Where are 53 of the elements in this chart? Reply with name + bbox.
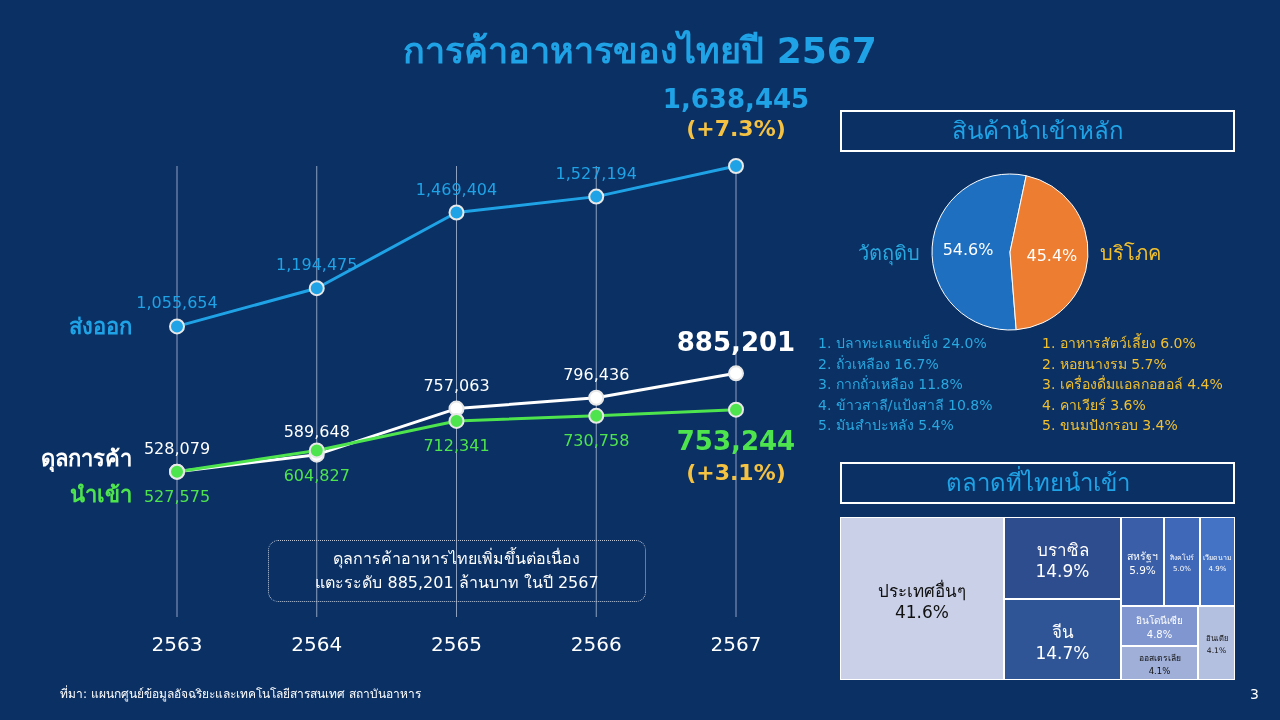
- data-label: 796,436: [563, 364, 630, 384]
- data-label: 1,638,445: [662, 84, 810, 114]
- annotation: (+3.1%): [686, 459, 786, 485]
- x-tick-label: 2565: [431, 632, 482, 657]
- data-label: 528,079: [143, 438, 211, 458]
- category-label: สหรัฐฯ: [1127, 549, 1158, 563]
- series-label: นำเข้า: [70, 481, 132, 507]
- data-label: 5.9%: [1129, 563, 1156, 576]
- category-label: อินโดนีเซีย: [1136, 614, 1183, 626]
- slice-label: บริโภค: [1100, 241, 1161, 265]
- text: 1. อาหารสัตว์เลี้ยง 6.0%: [1042, 333, 1197, 353]
- text: 5. มันสำปะหลัง 5.4%: [818, 416, 955, 435]
- text: ตลาดที่ไทยนำเข้า: [840, 462, 1235, 504]
- annotation: (+7.3%): [686, 116, 786, 141]
- text: 2. ถั่วเหลือง 16.7%: [818, 354, 940, 374]
- x-tick-label: 2567: [710, 632, 762, 657]
- text: ดุลการค้าอาหารไทยเพิ่มขึ้นต่อเนื่อง แตะระดับ 885,201 ล้านบาท ในปี 2567: [268, 540, 646, 602]
- text: 3. กากถั่วเหลือง 11.8%: [818, 374, 964, 394]
- data-label: 45.4%: [1026, 245, 1078, 265]
- data-label: 4.8%: [1146, 629, 1173, 640]
- data-label: 14.9%: [1035, 561, 1090, 581]
- chart-title: การค้าอาหารของไทยปี 2567: [402, 29, 878, 73]
- series-label: ส่งออก: [69, 314, 132, 340]
- category-label: บราซิล: [1036, 540, 1089, 560]
- data-label: 753,244: [676, 425, 796, 456]
- category-label: ออสเตรเลีย: [1138, 653, 1181, 663]
- data-label: 604,827: [283, 465, 350, 485]
- text: 1. ปลาทะเลแช่แข็ง 24.0%: [818, 333, 988, 353]
- series-label: ดุลการค้า: [41, 445, 132, 473]
- data-label: 757,063: [423, 375, 490, 395]
- text: 2. หอยนางรม 5.7%: [1042, 354, 1168, 374]
- x-tick-label: 2564: [291, 632, 343, 657]
- data-label: 14.7%: [1035, 642, 1090, 663]
- chart-title: สินค้านำเข้าหลัก: [840, 110, 1235, 152]
- text: 4. ข้าวสาลี/แป้งสาลี 10.8%: [818, 395, 994, 415]
- data-label: 54.6%: [942, 240, 994, 260]
- text: 3. เครื่องดื่มแอลกอฮอล์ 4.4%: [1042, 374, 1224, 394]
- text: ที่มา: แผนกศูนย์ข้อมูลอัจฉริยะและเทคโนโลยีสารสนเทศ สถาบันอาหาร: [60, 684, 421, 703]
- text: 3: [1250, 686, 1259, 702]
- data-label: 885,201: [676, 327, 796, 358]
- slice-label: วัตถุดิบ: [858, 241, 920, 266]
- data-label: 41.6%: [894, 601, 950, 622]
- x-tick-label: 2563: [151, 632, 203, 657]
- category-label: จีน: [1051, 621, 1074, 642]
- text: 4. คาเวียร์ 3.6%: [1042, 395, 1147, 415]
- data-label: 730,758: [563, 430, 630, 450]
- data-label: 527,575: [143, 486, 211, 506]
- data-label: 1,055,654: [136, 293, 218, 313]
- text: 5. ขนมปังกรอบ 3.4%: [1042, 416, 1179, 435]
- x-tick-label: 2566: [570, 632, 622, 657]
- data-label: 589,648: [283, 421, 350, 441]
- category-label: ประเทศอื่นๆ: [878, 578, 966, 601]
- data-label: 4.1%: [1148, 665, 1171, 676]
